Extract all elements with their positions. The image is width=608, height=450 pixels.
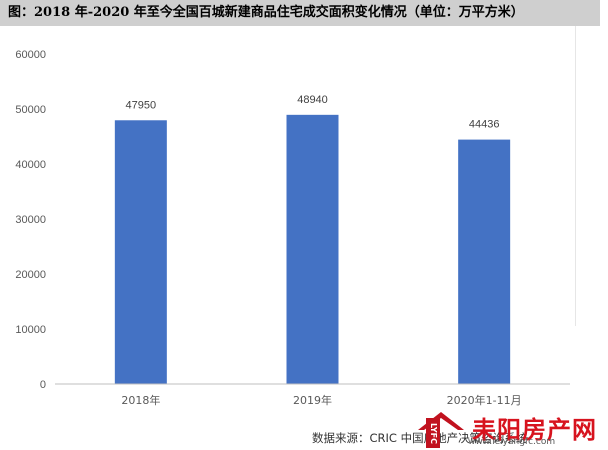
y-tick-label: 30000 <box>15 214 46 226</box>
y-tick-label: 60000 <box>15 49 46 61</box>
data-source-note: 数据来源：CRIC 中国房地产决策咨询系统 <box>312 431 528 445</box>
watermark-logo: LYFC 耒阳房产网 www.leiyangfc.com <box>416 410 606 450</box>
bar-value-label: 44436 <box>469 119 500 131</box>
x-tick-label: 2019年 <box>293 393 332 407</box>
bar <box>286 114 339 384</box>
y-tick-label: 10000 <box>15 324 46 336</box>
y-tick-label: 40000 <box>15 159 46 171</box>
chart-title: 图：2018 年-2020 年至今全国百城新建商品住宅成交面积变化情况（单位：万… <box>0 0 600 26</box>
right-border-line <box>575 26 576 326</box>
house-roof-icon <box>418 412 464 430</box>
watermark-url: www.leiyangfc.com <box>468 437 556 447</box>
y-tick-label: 50000 <box>15 104 46 116</box>
bar <box>114 120 167 385</box>
x-tick-label: 2020年1-11月 <box>447 393 522 407</box>
y-tick-label: 0 <box>40 379 46 391</box>
watermark-name: 耒阳房产网 <box>472 416 597 444</box>
bar-value-label: 47950 <box>126 99 157 111</box>
watermark-tag: LYFC <box>426 418 440 448</box>
x-tick-label: 2018年 <box>121 393 160 407</box>
bar-value-label: 48940 <box>297 94 328 106</box>
y-tick-label: 20000 <box>15 269 46 281</box>
bar-chart: 0 10000 20000 30000 40000 50000 60000 47950 489… <box>15 49 570 407</box>
bar <box>458 139 511 384</box>
